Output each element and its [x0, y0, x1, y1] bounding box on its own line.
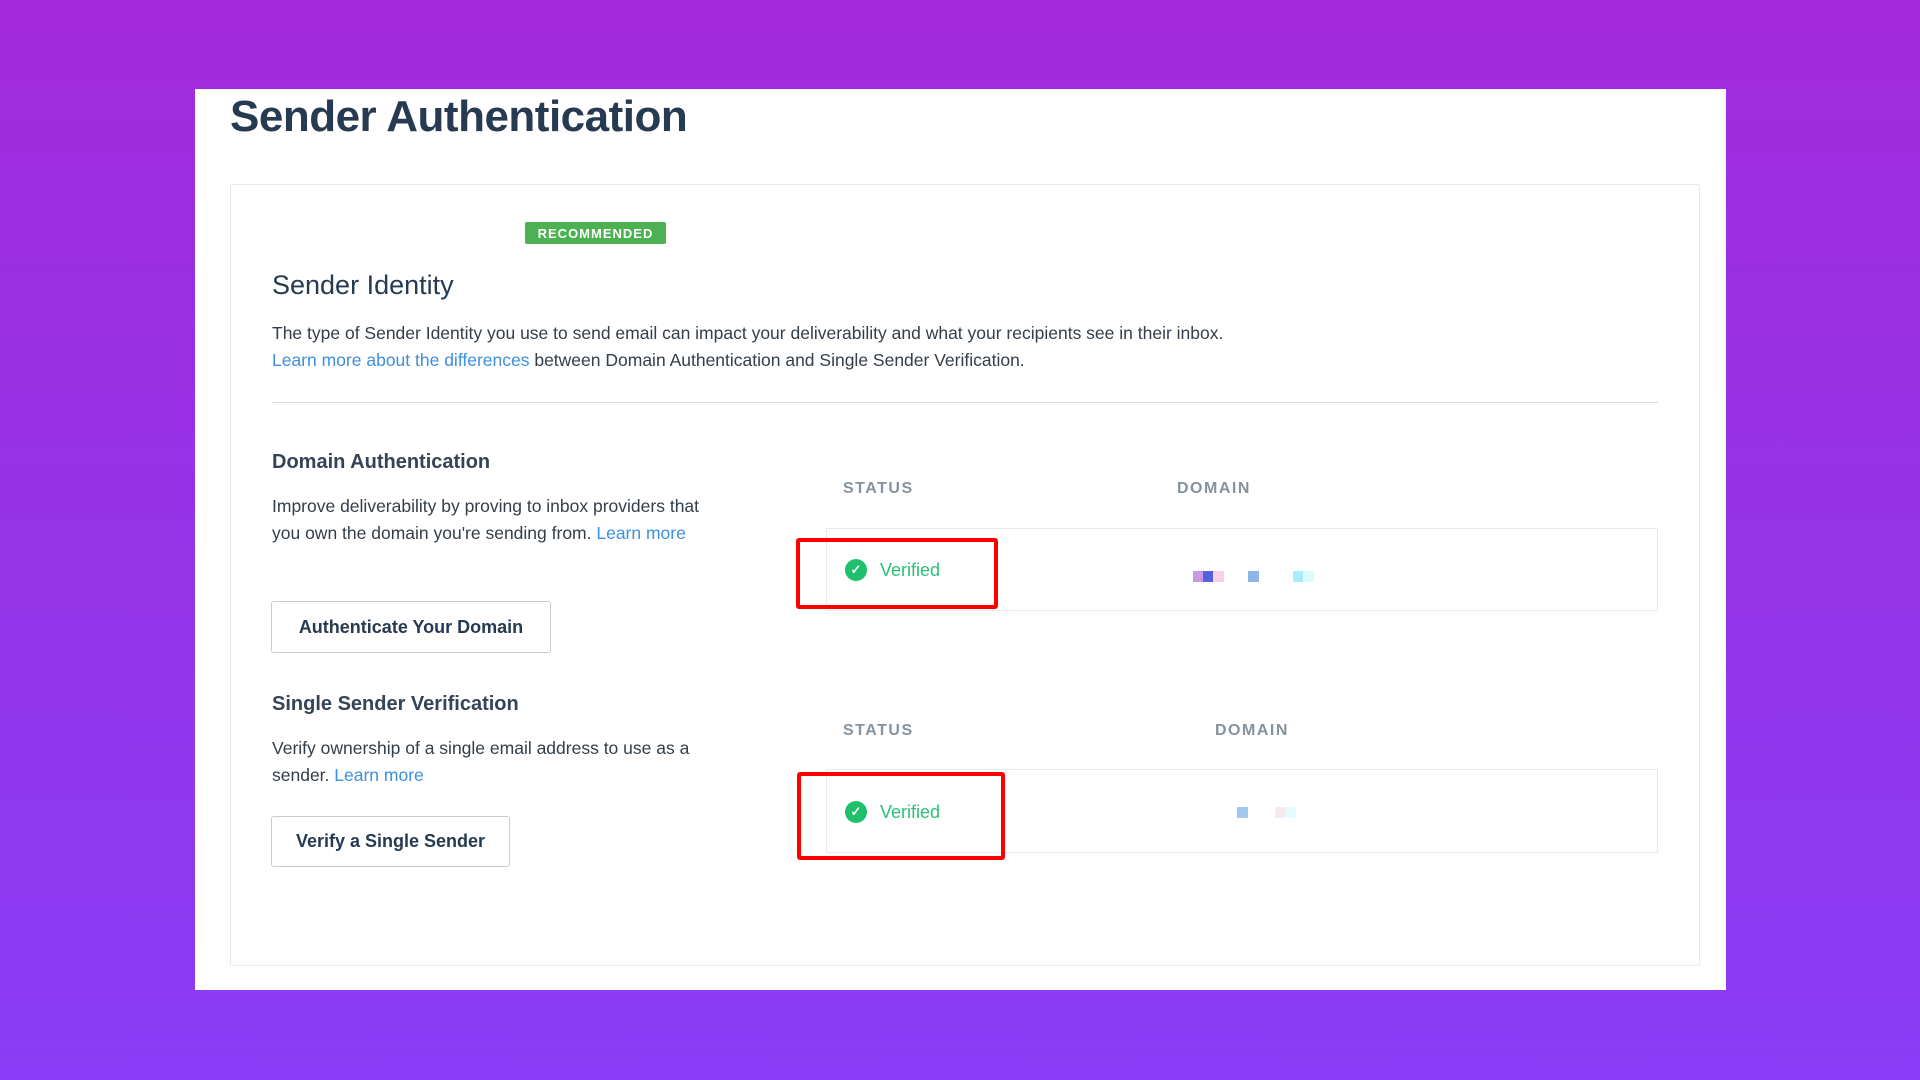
description-tail: between Domain Authentication and Single… [529, 350, 1025, 370]
status-text: Verified [880, 559, 941, 580]
check-circle-icon: ✓ [845, 801, 867, 823]
domain-column-header: DOMAIN [1177, 480, 1251, 497]
check-circle-icon: ✓ [845, 559, 867, 581]
domain-status: ✓ Verified [845, 559, 940, 581]
page-title: Sender Authentication [230, 92, 688, 141]
single-sender-description: Verify ownership of a single email addre… [272, 735, 742, 789]
status-text: Verified [880, 801, 941, 822]
sender-status: ✓ Verified [845, 801, 940, 823]
single-sender-title: Single Sender Verification [272, 693, 519, 715]
authenticate-domain-button[interactable]: Authenticate Your Domain [271, 601, 551, 653]
recommended-badge: RECOMMENDED [525, 222, 666, 244]
sender-table-row [826, 769, 1658, 853]
status-column-header: STATUS [843, 722, 914, 739]
domain-auth-description: Improve deliverability by proving to inb… [272, 493, 722, 547]
domain-learn-more-link[interactable]: Learn more [596, 523, 686, 543]
highlight-box [797, 772, 1005, 860]
learn-differences-link[interactable]: Learn more about the differences [272, 350, 530, 370]
domain-auth-title: Domain Authentication [272, 451, 491, 473]
description-text: The type of Sender Identity you use to s… [272, 323, 1224, 343]
domain-table-row [826, 528, 1658, 611]
divider [272, 402, 1658, 403]
description-text: Verify ownership of a single email addre… [272, 738, 690, 785]
sender-identity-description: The type of Sender Identity you use to s… [272, 320, 1672, 374]
highlight-box [796, 538, 998, 609]
status-column-header: STATUS [843, 480, 914, 497]
domain-column-header: DOMAIN [1215, 722, 1289, 739]
sender-identity-title: Sender Identity [272, 270, 454, 300]
verify-single-sender-button[interactable]: Verify a Single Sender [271, 816, 510, 867]
description-text: Improve deliverability by proving to inb… [272, 496, 700, 543]
redacted-domain [1237, 807, 1307, 821]
redacted-domain [1193, 571, 1333, 583]
single-learn-more-link[interactable]: Learn more [334, 765, 424, 785]
